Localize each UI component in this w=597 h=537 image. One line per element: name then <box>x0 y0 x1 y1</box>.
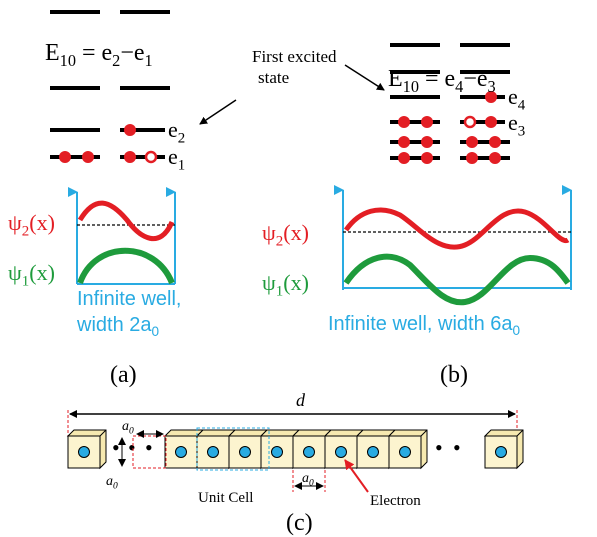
svg-text:•: • <box>112 435 120 460</box>
annotation: First excited <box>252 47 337 66</box>
cube <box>272 447 283 458</box>
length-label: d <box>296 390 306 410</box>
cube <box>176 447 187 458</box>
subscript: 3 <box>518 124 525 140</box>
svg-text:•: • <box>128 435 136 460</box>
text-part: e <box>168 144 178 169</box>
cube <box>240 447 251 458</box>
cell-label: a0 <box>122 419 134 437</box>
electron-label: Electron <box>370 493 421 509</box>
text-part: state <box>258 68 289 87</box>
cube <box>368 447 379 458</box>
text-part: e <box>508 84 518 109</box>
caption: (c) <box>286 510 313 536</box>
annotation: state <box>258 68 289 87</box>
figure: ••• •• E10 = e2−e1 e2 e1 First excited s… <box>0 0 597 537</box>
well-label: width 2a0 <box>76 314 160 339</box>
psi-label: ψ2(x) <box>8 210 55 240</box>
subscript: 1 <box>22 274 29 290</box>
text-part: −e <box>120 40 144 66</box>
svg-text:•: • <box>435 435 443 460</box>
text-part: ψ <box>8 210 22 235</box>
subscript: 2 <box>178 131 185 147</box>
caption: (a) <box>110 362 137 388</box>
text-part: E <box>388 66 403 92</box>
cube <box>208 447 219 458</box>
text-part: (x) <box>283 270 309 295</box>
subscript: 0 <box>113 482 118 492</box>
well-label: Infinite well, width 6a0 <box>328 313 521 338</box>
unit-cell-label: Unit Cell <box>198 490 253 506</box>
subscript: 2 <box>22 224 29 240</box>
text-part: ψ <box>262 220 276 245</box>
subscript: 4 <box>518 98 526 114</box>
subscript: 1 <box>145 51 153 70</box>
subscript: 1 <box>276 284 283 300</box>
subscript: 2 <box>112 51 120 70</box>
psi-label: ψ1(x) <box>262 270 309 300</box>
subscript: 2 <box>276 234 283 250</box>
caption: (b) <box>440 362 468 388</box>
cube <box>496 447 507 458</box>
text-part: −e <box>463 66 487 92</box>
text-part: a <box>106 474 113 489</box>
text-part: (x) <box>29 210 55 235</box>
subscript: 0 <box>129 427 134 437</box>
subscript: 10 <box>403 77 419 96</box>
text-part: = e <box>419 66 455 92</box>
subscript: 3 <box>488 77 496 96</box>
text-part: e <box>168 117 178 142</box>
text-part: Infinite well, <box>77 288 182 310</box>
text-part: a <box>302 471 309 486</box>
svg-text:•: • <box>453 435 461 460</box>
subscript: 10 <box>60 51 76 70</box>
text-part: Infinite well, width 6a <box>328 313 513 335</box>
text-part: First excited <box>252 47 337 66</box>
level-label: e3 <box>508 110 525 140</box>
text-part: a <box>122 419 129 434</box>
text-part: ψ <box>8 260 22 285</box>
cube <box>79 447 90 458</box>
cube <box>304 447 315 458</box>
well-label: Infinite well, <box>77 288 182 310</box>
text-part: width 2a <box>76 314 152 336</box>
subscript: 0 <box>309 479 314 489</box>
svg-text:•: • <box>145 435 153 460</box>
subscript: 4 <box>455 77 463 96</box>
energy-label: E10 = e2−e1 <box>45 40 153 70</box>
text-part: ψ <box>262 270 276 295</box>
level-label: e1 <box>168 144 185 174</box>
subscript: 0 <box>513 323 521 338</box>
text-part: e <box>508 110 518 135</box>
cell-label: a0 <box>302 471 314 489</box>
text-part: E <box>45 40 60 66</box>
text-part: (x) <box>29 260 55 285</box>
text-part: (x) <box>283 220 309 245</box>
cube <box>336 447 347 458</box>
psi-label: ψ2(x) <box>262 220 309 250</box>
psi-label: ψ1(x) <box>8 260 55 290</box>
subscript: 0 <box>152 324 160 339</box>
level-label: e2 <box>168 117 185 147</box>
subscript: 1 <box>178 158 185 174</box>
text-part: = e <box>76 40 112 66</box>
cell-label: a0 <box>106 474 118 492</box>
cube <box>400 447 411 458</box>
